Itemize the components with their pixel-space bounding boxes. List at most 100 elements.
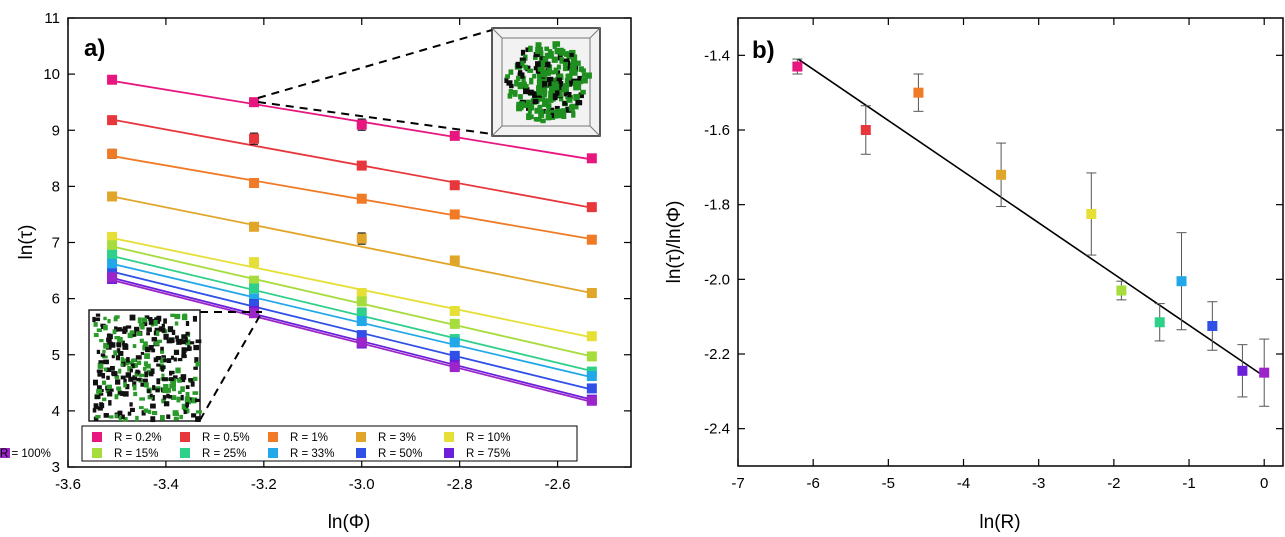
cluster-particle	[154, 386, 161, 391]
cluster-particle	[106, 333, 112, 338]
cluster-particle	[111, 342, 116, 348]
cluster-particle	[548, 90, 553, 98]
y-tick-label: -2.2	[704, 346, 730, 363]
cluster-particle	[538, 109, 544, 115]
cluster-particle	[98, 360, 105, 364]
cluster-particle	[149, 371, 154, 377]
cluster-particle	[192, 315, 198, 322]
y-tick-label: -2.0	[704, 271, 730, 288]
data-point	[356, 233, 367, 244]
cluster-particle	[546, 110, 551, 118]
data-point	[449, 180, 460, 191]
cluster-particle	[171, 395, 177, 400]
data-point	[107, 249, 118, 260]
cluster-particle	[135, 415, 139, 422]
cluster-particle	[563, 90, 569, 97]
data-point	[792, 61, 803, 72]
legend-label: R = 33%	[290, 448, 334, 460]
cluster-particle	[535, 117, 542, 122]
cluster-particle	[166, 339, 173, 344]
cluster-particle	[107, 318, 111, 324]
legend-label: R = 10%	[466, 432, 510, 444]
panel-b-x-axis-label: ln(R)	[979, 512, 1020, 533]
cluster-particle	[538, 51, 543, 57]
cluster-particle	[175, 367, 181, 374]
cluster-particle	[95, 313, 101, 317]
cluster-particle	[123, 378, 127, 384]
cluster-particle	[173, 349, 180, 355]
cluster-particle	[528, 45, 533, 52]
data-point	[249, 178, 260, 189]
cluster-particle	[180, 374, 187, 380]
cluster-particle	[152, 385, 156, 391]
panel-a-label: a)	[84, 35, 105, 62]
cluster-particle	[175, 338, 179, 342]
cluster-particle	[576, 60, 581, 66]
cluster-particle	[126, 357, 130, 363]
cluster-particle	[177, 358, 183, 362]
panel-a-points	[107, 74, 597, 406]
data-point	[356, 316, 367, 327]
legend-box	[81, 425, 578, 462]
cluster-particle	[180, 394, 184, 401]
cluster-particle	[160, 415, 165, 421]
data-point	[586, 234, 597, 245]
cluster-particle	[578, 92, 584, 99]
cluster-particle	[516, 101, 521, 107]
data-point	[356, 307, 367, 318]
cluster-particle	[171, 387, 177, 392]
cluster-particle	[154, 327, 160, 334]
y-tick-label: 9	[52, 122, 60, 139]
cluster-particle	[171, 329, 176, 335]
cluster-particle	[161, 398, 166, 404]
cluster-particle	[552, 83, 560, 91]
cluster-particle	[111, 371, 118, 377]
cluster-particle	[508, 69, 514, 75]
cluster-particle	[581, 77, 588, 84]
cluster-particle	[527, 68, 534, 73]
cluster-particle	[161, 327, 166, 333]
panel-b-plot-frame	[737, 17, 1284, 467]
cluster-particle	[555, 108, 560, 114]
data-point	[913, 87, 924, 98]
cluster-particle	[175, 335, 179, 339]
cluster-particle	[173, 416, 179, 421]
fit-line	[111, 262, 593, 379]
cluster-particle	[161, 377, 168, 382]
legend-label: R = 50%	[378, 448, 422, 460]
cluster-particle	[170, 355, 174, 360]
cluster-particle	[527, 107, 532, 114]
cluster-particle	[194, 357, 199, 364]
fit-line	[111, 255, 593, 372]
cluster-particle	[564, 78, 569, 85]
data-point	[107, 240, 118, 251]
cluster-particle	[571, 111, 576, 118]
panel-a-x-axis-label: ln(Φ)	[328, 512, 371, 533]
cluster-particle	[532, 99, 539, 105]
cluster-particle	[123, 382, 127, 388]
cluster-particle	[536, 42, 542, 48]
cluster-particle	[138, 373, 145, 377]
cluster-particle	[156, 363, 162, 367]
cluster-particle	[95, 414, 101, 419]
cluster-particle	[132, 344, 137, 349]
legend-label: R = 75%	[466, 448, 510, 460]
cluster-particle	[533, 66, 539, 71]
cluster-particle	[130, 363, 135, 369]
cluster-particle	[573, 84, 579, 91]
cluster-particle	[185, 385, 190, 390]
cluster-particle	[181, 314, 188, 321]
cluster-particle	[109, 365, 115, 371]
data-point	[107, 115, 118, 126]
cluster-particle	[151, 337, 158, 342]
legend-label: R = 100%	[0, 448, 51, 460]
data-point	[107, 191, 118, 202]
cluster-particle	[156, 378, 161, 385]
cluster-particle	[178, 390, 182, 395]
cluster-particle	[523, 84, 529, 89]
cluster-particle	[105, 367, 112, 373]
cluster-particle	[192, 391, 199, 395]
legend-marker	[0, 448, 10, 458]
cluster-particle	[556, 64, 561, 70]
